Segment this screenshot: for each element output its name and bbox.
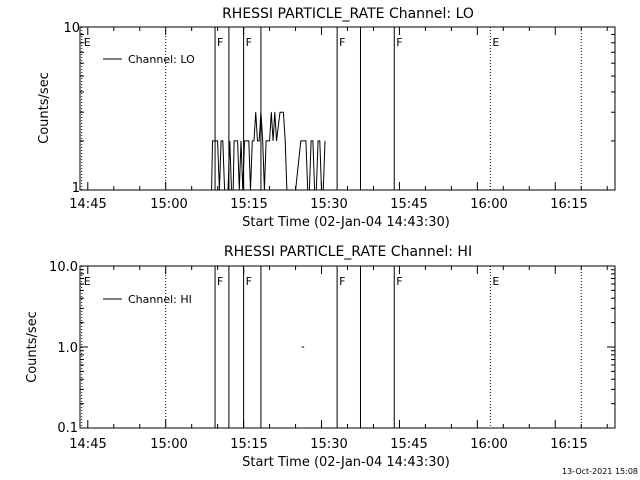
x-tick-label: 16:15 — [550, 197, 587, 212]
x-tick-label: 15:15 — [230, 437, 267, 452]
y-tick-label: 10 — [63, 21, 80, 36]
y-tick-label: 1 — [72, 181, 80, 196]
event-marker-label: F — [217, 275, 223, 288]
x-tick-label: 14:45 — [69, 437, 106, 452]
x-tick-label: 15:45 — [390, 437, 427, 452]
legend-label-lo: Channel: LO — [128, 53, 195, 66]
x-tick-label: 15:30 — [310, 437, 347, 452]
event-marker-label: E — [492, 275, 499, 288]
event-marker-label: E — [492, 36, 499, 49]
x-tick-label: 16:00 — [470, 197, 507, 212]
y-axis-label-hi: Counts/sec — [25, 311, 40, 383]
plot-frame-hi — [79, 265, 616, 429]
x-tick-label: 15:00 — [150, 437, 187, 452]
x-tick-label: 16:00 — [470, 437, 507, 452]
y-tick-label: 10.0 — [49, 260, 78, 275]
event-marker-label: F — [217, 36, 223, 49]
plot-frame-lo — [79, 26, 616, 191]
footer-timestamp: 13-Oct-2021 15:08 — [562, 467, 638, 476]
event-marker-label: E — [84, 275, 91, 288]
y-tick-label: 0.1 — [57, 421, 78, 436]
legend-label-hi: Channel: HI — [128, 293, 192, 306]
event-marker-label: F — [339, 36, 345, 49]
y-axis-label-lo: Counts/sec — [37, 72, 52, 144]
event-marker-label: F — [246, 36, 252, 49]
chart-title-lo: RHESSI PARTICLE_RATE Channel: LO — [222, 6, 474, 22]
event-marker-label: E — [84, 36, 91, 49]
axis-ticks-lo — [80, 27, 615, 191]
event-marker-label: F — [339, 275, 345, 288]
plot-panel-lo: RHESSI PARTICLE_RATE Channel: LO Start T… — [37, 6, 616, 230]
x-axis-label-hi: Start Time (02-Jan-04 14:43:30) — [242, 455, 450, 470]
x-tick-label: 14:45 — [69, 197, 106, 212]
event-marker-label: F — [396, 275, 402, 288]
event-marker-label: F — [246, 275, 252, 288]
x-axis-label-lo: Start Time (02-Jan-04 14:43:30) — [242, 215, 450, 230]
y-tick-label: 1.0 — [57, 341, 78, 356]
x-tick-label: 15:30 — [310, 197, 347, 212]
x-tick-label: 16:15 — [550, 437, 587, 452]
chart-title-hi: RHESSI PARTICLE_RATE Channel: HI — [224, 244, 472, 260]
event-marker-label: F — [396, 36, 402, 49]
x-tick-label: 15:45 — [390, 197, 427, 212]
x-tick-label: 15:15 — [230, 197, 267, 212]
x-tick-label: 15:00 — [150, 197, 187, 212]
plot-panel-hi: RHESSI PARTICLE_RATE Channel: HI Start T… — [25, 244, 616, 470]
